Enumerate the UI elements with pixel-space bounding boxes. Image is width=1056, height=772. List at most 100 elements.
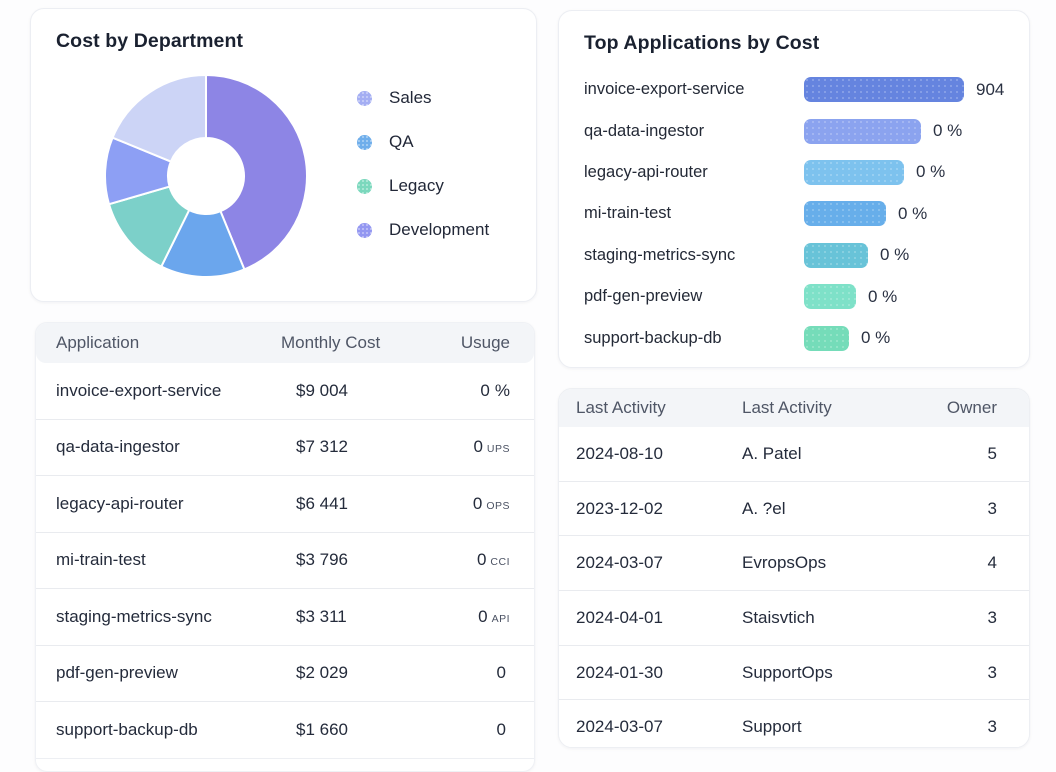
bar-row: staging-metrics-sync 0 % [584, 235, 1031, 276]
application-cell: legacy-api-router [56, 493, 184, 513]
legend-label: Sales [389, 88, 432, 107]
table-row: 2024-03-07 Support 3 [559, 700, 1029, 747]
bar-row: mi-train-test 0 % [584, 193, 1031, 234]
usage-value: 0 [496, 663, 506, 683]
donut-segment-development[interactable] [205, 74, 308, 271]
usage-cell: 0 OPS [431, 494, 534, 514]
legend-label: QA [389, 132, 414, 151]
bar-app-label: mi-train-test [584, 204, 672, 223]
legend-item-legacy[interactable]: Legacy [357, 164, 489, 208]
last-activity-date-cell: 2024-03-07 [576, 553, 663, 573]
last-activity-date-cell: 2024-01-30 [576, 662, 663, 682]
bar-row: pdf-gen-preview 0 % [584, 276, 1031, 317]
owner-name-cell: SupportOps [742, 662, 833, 682]
last-activity-date-cell: 2024-03-07 [576, 717, 663, 737]
monthly-cost-cell: $2 029 [296, 663, 348, 683]
bar-app-label: invoice-export-service [584, 80, 745, 99]
activity-table-card: Last Activity Last Activity Owner 2024-0… [558, 388, 1030, 748]
usage-value: 0 [473, 437, 483, 457]
legacy-swatch-icon [357, 178, 372, 194]
owner-count-cell: 3 [987, 662, 997, 682]
bar-row: invoice-export-service 904 [584, 69, 1031, 110]
monthly-cost-cell: $6 441 [296, 493, 348, 513]
bar-app-label: staging-metrics-sync [584, 245, 736, 264]
usage-unit: API [491, 612, 510, 625]
table-row: 2024-08-10 A. Patel 5 [559, 427, 1029, 482]
table-row: qa-data-ingestor $7 312 0 UPS [36, 419, 534, 476]
table-row: 2024-04-01 Staisvtich 3 [559, 591, 1029, 646]
usage-unit: UPS [486, 443, 510, 456]
owner-name-cell: A. ?el [742, 498, 786, 518]
bar-row: qa-data-ingestor 0 % [584, 110, 1031, 151]
bar-value-label: 0 % [898, 203, 928, 223]
usage-cell: 0 UPS [431, 437, 534, 457]
table-row: invoice-export-service $9 004 0% [36, 363, 534, 420]
owner-count-cell: 3 [987, 607, 997, 627]
column-header-last-activity-1: Last Activity [576, 398, 666, 417]
table-row: 2024-03-07 EvropsOps 4 [559, 536, 1029, 592]
monthly-cost-cell: $9 004 [296, 380, 348, 400]
bar-value-label: 0 % [933, 121, 963, 141]
owner-count-cell: 4 [987, 553, 997, 573]
table-row: support-backup-db $1 660 0 [36, 702, 534, 759]
monthly-cost-cell: $3 311 [296, 606, 347, 626]
monthly-cost-cell: $1 660 [296, 719, 348, 739]
application-cell: pdf-gen-preview [56, 663, 178, 683]
legend-item-development[interactable]: Development [357, 208, 489, 252]
cost-bar[interactable] [804, 284, 856, 310]
monthly-cost-cell: $7 312 [296, 437, 348, 457]
usage-value: 0 [478, 606, 488, 626]
bar-app-label: pdf-gen-preview [584, 287, 703, 306]
bar-app-label: support-backup-db [584, 328, 722, 347]
usage-unit: CCI [490, 556, 510, 569]
table-row: 2024-01-30 SupportOps 3 [559, 645, 1029, 701]
development-swatch-icon [357, 222, 372, 238]
last-activity-date-cell: 2024-08-10 [576, 443, 663, 463]
owner-count-cell: 3 [987, 717, 997, 737]
cost-bar[interactable] [804, 201, 886, 227]
table-row: staging-metrics-sync $3 311 0 API [36, 589, 534, 646]
application-cell: invoice-export-service [56, 380, 222, 400]
column-header-usage: Usuge [460, 333, 510, 352]
application-cell: staging-metrics-sync [56, 606, 212, 626]
usage-cell: 0 API [431, 607, 534, 627]
owner-name-cell: Support [742, 717, 802, 737]
monthly-cost-cell: $3 796 [296, 550, 348, 570]
cost-by-department-title: Cost by Department [56, 30, 244, 52]
legend-label: Development [389, 220, 490, 239]
owner-name-cell: EvropsOps [742, 553, 827, 573]
last-activity-date-cell: 2023-12-02 [576, 498, 663, 518]
column-header-last-activity-2: Last Activity [742, 398, 832, 417]
application-cell: qa-data-ingestor [56, 437, 180, 457]
owner-name-cell: A. Patel [742, 443, 802, 463]
cost-bar[interactable] [804, 159, 904, 185]
bar-row: legacy-api-router 0 % [584, 152, 1031, 193]
applications-table-header: Application Monthly Cost Usuge [36, 323, 534, 363]
usage-value: 0 [496, 719, 506, 739]
bar-value-label: 0 % [880, 245, 910, 265]
legend-label: Legacy [389, 176, 444, 195]
table-row: pdf-gen-preview $2 029 0 [36, 645, 534, 702]
application-cell: mi-train-test [56, 550, 146, 570]
bar-app-label: qa-data-ingestor [584, 121, 705, 140]
department-donut-chart[interactable] [100, 70, 312, 282]
bar-value-label: 904 [976, 79, 1005, 99]
legend-item-sales[interactable]: Sales [357, 76, 489, 120]
table-row: 2023-12-02 A. ?el 3 [559, 481, 1029, 537]
cost-bar[interactable] [804, 118, 921, 144]
cost-bar[interactable] [804, 77, 964, 103]
applications-table-body: invoice-export-service $9 004 0% qa-data… [36, 363, 534, 759]
usage-cell: 0% [431, 381, 534, 401]
usage-cell: 0 [431, 720, 534, 740]
cost-bar[interactable] [804, 325, 849, 351]
owner-name-cell: Staisvtich [742, 607, 815, 627]
donut-segment-unlabeled[interactable] [111, 74, 207, 163]
cost-bar[interactable] [804, 242, 868, 268]
bar-app-label: legacy-api-router [584, 162, 708, 181]
legend-item-qa[interactable]: QA [357, 120, 489, 164]
bar-value-label: 0 % [916, 162, 946, 182]
column-header-application: Application [56, 333, 140, 352]
activity-table-body: 2024-08-10 A. Patel 5 2023-12-02 A. ?el … [559, 427, 1029, 747]
department-legend: Sales QA Legacy Development [357, 76, 489, 252]
top-applications-title: Top Applications by Cost [584, 32, 820, 54]
